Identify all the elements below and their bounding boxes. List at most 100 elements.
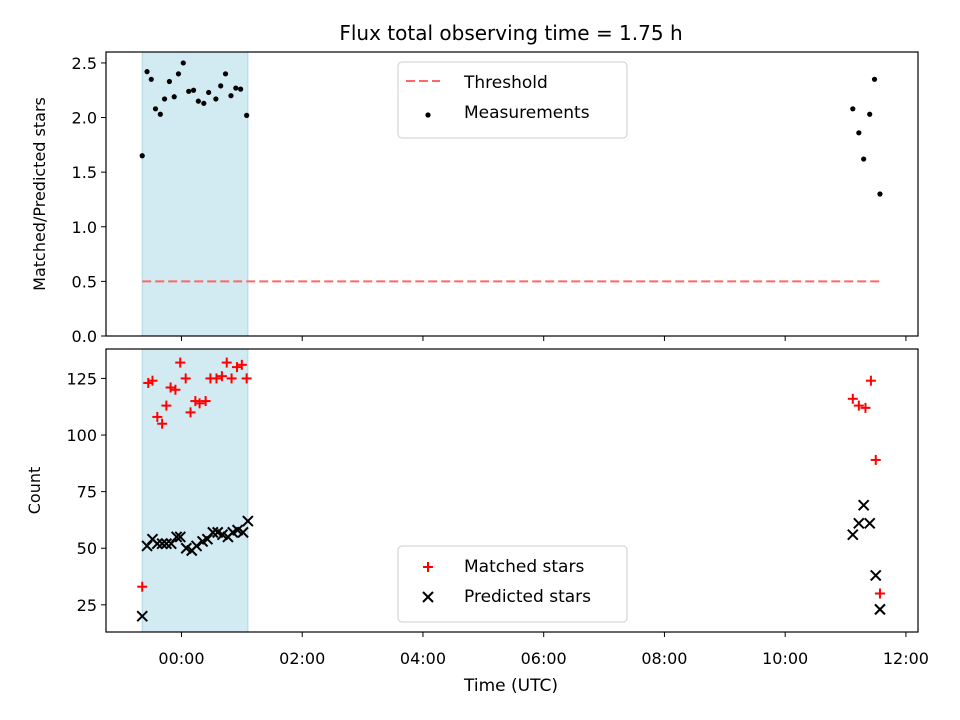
y-tick-label: 50 xyxy=(77,539,97,558)
plot-frame xyxy=(105,348,919,633)
measurement-point xyxy=(180,60,186,66)
measurement-point xyxy=(228,93,234,99)
matched-star-point xyxy=(226,373,237,384)
matched-star-point xyxy=(137,581,148,592)
marker-stroke-b xyxy=(174,531,186,543)
measurement-point xyxy=(206,89,212,96)
legend: Threshold Measurements xyxy=(397,61,628,139)
predicted-star-point xyxy=(160,537,173,550)
x-tick-label: 06:00 xyxy=(521,649,567,668)
legend: Matched stars Predicted stars xyxy=(397,545,628,623)
measurement-point xyxy=(238,86,244,92)
matched-star-point xyxy=(236,359,247,370)
measurement-point xyxy=(861,156,867,162)
x-tick-label: 00:00 xyxy=(158,649,204,668)
measurement-point xyxy=(195,98,201,104)
observing-span-shade xyxy=(141,348,249,633)
observing-span-shade xyxy=(141,51,249,337)
measurement-point xyxy=(186,88,192,94)
predicted-star-point xyxy=(847,528,859,541)
x-tick-label: 08:00 xyxy=(641,649,687,668)
legend-predicted-swatch xyxy=(422,591,434,603)
matched-star-point xyxy=(170,384,181,395)
marker-stroke-b xyxy=(207,526,219,539)
measurement-point xyxy=(222,71,229,77)
chart-title: Flux total observing time = 1.75 h xyxy=(339,21,682,45)
y-axis-label: Matched/Predicted stars xyxy=(30,97,49,291)
matched-star-point xyxy=(874,588,885,599)
matched-star-point xyxy=(180,373,191,384)
predicted-star-point xyxy=(156,537,168,550)
y-tick-label: 1.5 xyxy=(72,163,97,182)
marker-stroke-b xyxy=(857,499,870,511)
predicted-star-point xyxy=(136,610,148,622)
marker-stroke-b xyxy=(156,537,168,550)
measurement-point xyxy=(877,191,883,197)
measurement-point xyxy=(171,94,177,100)
x-axis-label: Time (UTC) xyxy=(463,676,558,696)
y-tick-label: 2.5 xyxy=(72,54,97,73)
measurement-point xyxy=(850,106,856,112)
predicted-star-point xyxy=(242,515,254,527)
matched-star-point xyxy=(221,357,232,368)
measurement-point xyxy=(161,96,168,102)
measurement-point xyxy=(218,83,224,89)
y-tick-label: 0.0 xyxy=(72,327,97,346)
matched-star-point xyxy=(161,400,172,411)
x-tick-label: 10:00 xyxy=(762,649,808,668)
legend-measurement-swatch xyxy=(425,112,431,118)
matched-star-point xyxy=(152,411,163,422)
matched-star-point xyxy=(853,400,864,411)
x-tick-label: 04:00 xyxy=(400,649,446,668)
legend-label: Measurements xyxy=(464,103,590,123)
legend-box xyxy=(397,61,628,139)
marker-stroke-b xyxy=(853,517,865,530)
y-tick-label: 75 xyxy=(77,483,97,502)
marker-stroke-b xyxy=(190,540,203,552)
marker-stroke-b xyxy=(874,603,886,616)
y-tick-label: 100 xyxy=(66,426,97,445)
measurement-point xyxy=(148,76,154,82)
marker-stroke-b xyxy=(211,526,224,539)
plot-frame xyxy=(105,51,919,337)
matched-star-point xyxy=(211,373,222,384)
measurement-point xyxy=(190,87,197,93)
predicted-star-point xyxy=(151,537,164,550)
measurement-point xyxy=(175,71,182,77)
measurement-point xyxy=(201,100,207,106)
top-panel-ratio: 0.0 0.5 1.0 1.5 2.0 2.5 Matched/Predicted star… xyxy=(30,51,919,346)
matched-star-point xyxy=(185,407,196,418)
matched-star-point xyxy=(860,402,871,413)
marker-stroke-b xyxy=(180,542,193,554)
matched-star-point xyxy=(200,396,211,407)
y-tick-label: 25 xyxy=(77,596,97,615)
matched-star-point xyxy=(175,357,186,368)
matched-star-point xyxy=(847,393,858,404)
matched-star-point xyxy=(165,382,176,393)
measurement-point xyxy=(233,85,239,91)
marker-stroke-b xyxy=(170,531,183,543)
measurement-point xyxy=(867,111,873,117)
measurement-point xyxy=(244,112,250,118)
matched-star-point xyxy=(870,454,881,465)
marker-stroke-b xyxy=(847,528,859,541)
measurement-point xyxy=(166,78,172,85)
measurement-point xyxy=(213,96,219,102)
bottom-panel-counts: 25 50 75 100 125 Count Matched stars Predicted … xyxy=(25,348,919,637)
marker-stroke-b xyxy=(237,526,249,539)
matched-star-point xyxy=(232,362,243,373)
marker-stroke-b xyxy=(870,569,882,582)
legend-box xyxy=(397,545,628,623)
x-tick-label: 02:00 xyxy=(279,649,325,668)
marker-stroke-b xyxy=(242,515,254,527)
measurement-point xyxy=(152,106,159,112)
predicted-star-point xyxy=(874,603,886,616)
predicted-star-point xyxy=(174,531,186,543)
marker-stroke-b xyxy=(422,591,434,603)
legend-label: Threshold xyxy=(463,73,548,93)
y-tick-label: 125 xyxy=(66,369,97,388)
marker-stroke-b xyxy=(160,537,173,550)
predicted-star-point xyxy=(237,526,249,539)
legend-label: Matched stars xyxy=(464,557,584,577)
